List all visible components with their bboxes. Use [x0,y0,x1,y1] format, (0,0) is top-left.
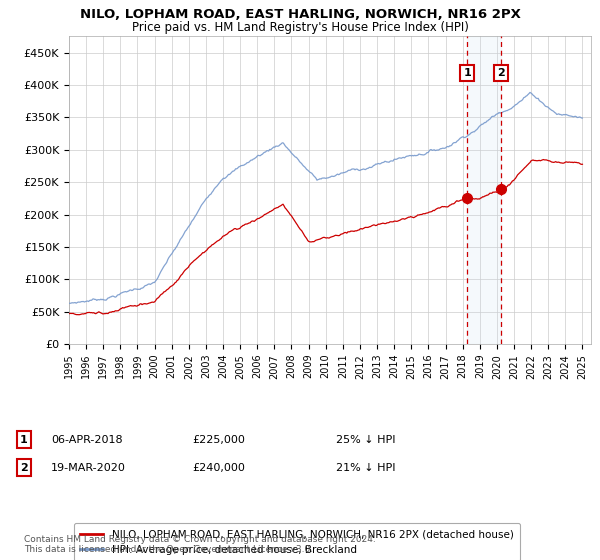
Text: Contains HM Land Registry data © Crown copyright and database right 2024.
This d: Contains HM Land Registry data © Crown c… [24,535,376,554]
Text: 06-APR-2018: 06-APR-2018 [51,435,122,445]
Text: 2: 2 [497,68,505,78]
Text: 19-MAR-2020: 19-MAR-2020 [51,463,126,473]
Text: 1: 1 [463,68,471,78]
Text: £225,000: £225,000 [192,435,245,445]
Text: NILO, LOPHAM ROAD, EAST HARLING, NORWICH, NR16 2PX: NILO, LOPHAM ROAD, EAST HARLING, NORWICH… [80,8,520,21]
Text: 25% ↓ HPI: 25% ↓ HPI [336,435,395,445]
Legend: NILO, LOPHAM ROAD, EAST HARLING, NORWICH, NR16 2PX (detached house), HPI: Averag: NILO, LOPHAM ROAD, EAST HARLING, NORWICH… [74,523,520,560]
Text: 21% ↓ HPI: 21% ↓ HPI [336,463,395,473]
Text: Price paid vs. HM Land Registry's House Price Index (HPI): Price paid vs. HM Land Registry's House … [131,21,469,34]
Bar [467,36,500,344]
Text: 2: 2 [20,463,28,473]
Text: 1: 1 [20,435,28,445]
Text: £240,000: £240,000 [192,463,245,473]
